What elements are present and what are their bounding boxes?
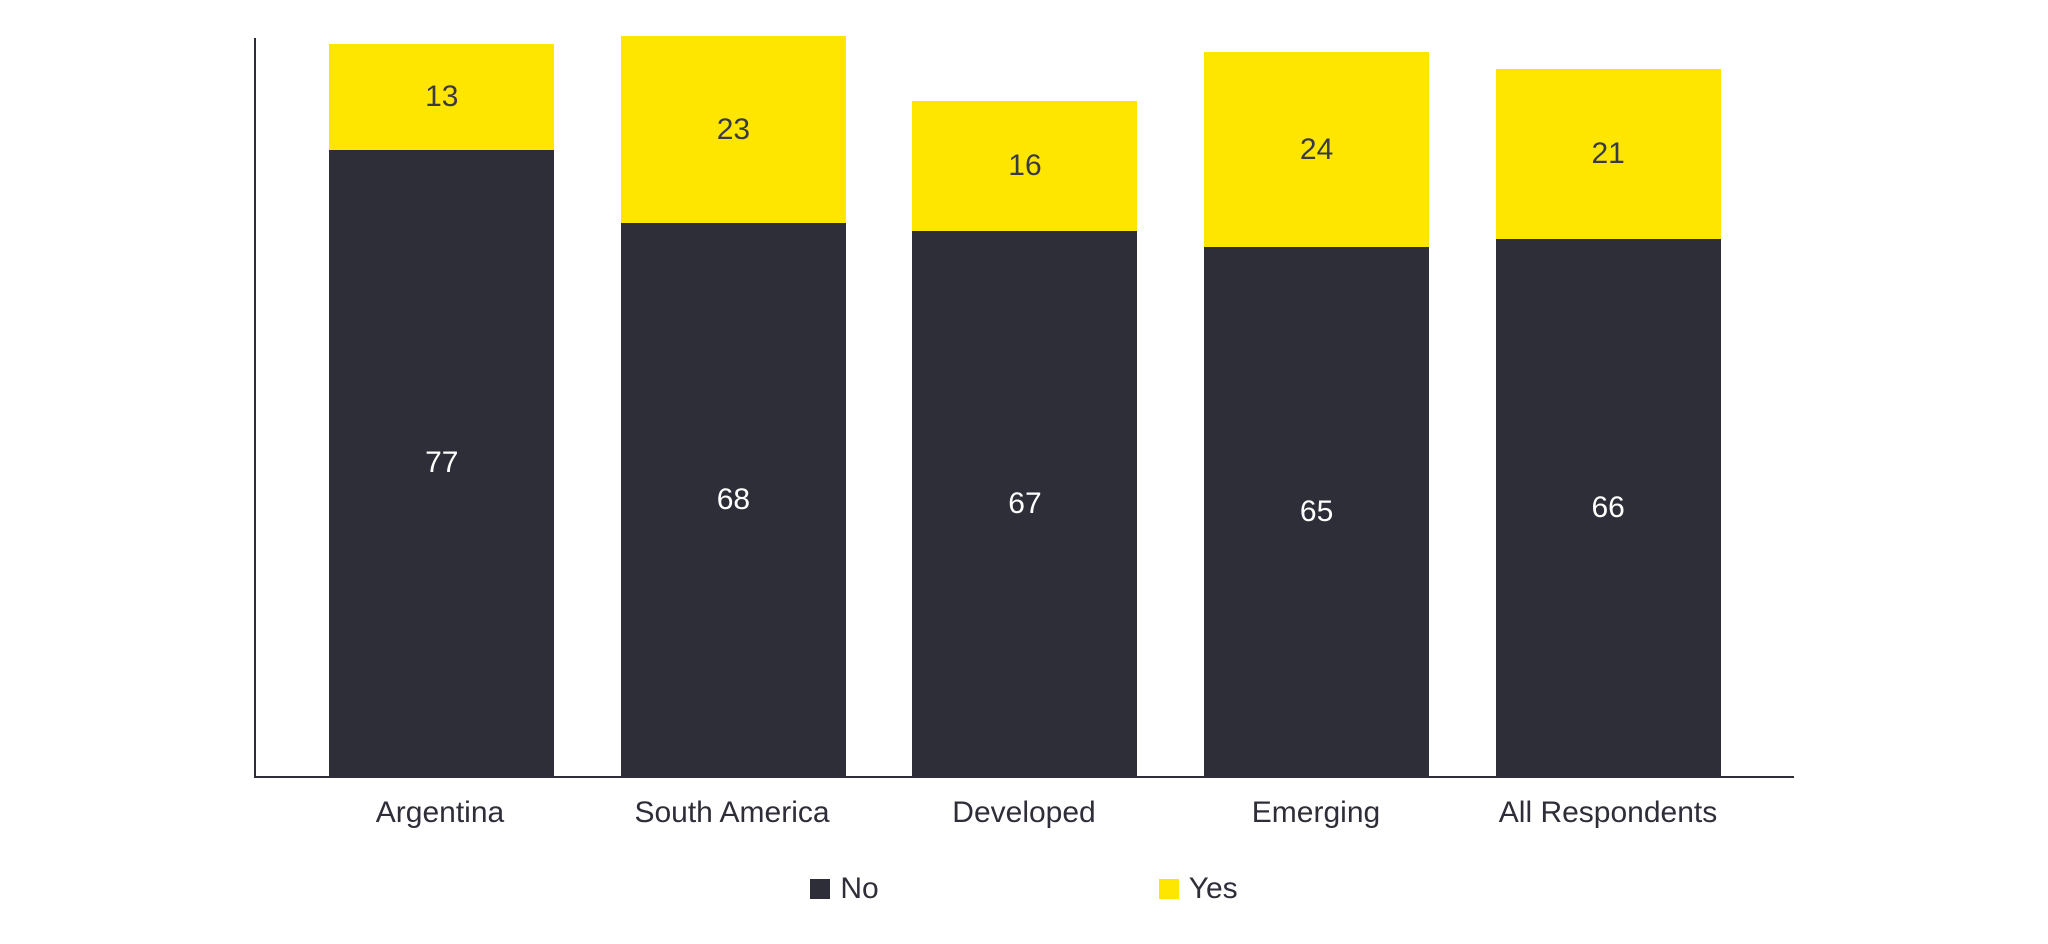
bar-slot: 68 23 <box>588 38 880 776</box>
legend: No Yes <box>254 872 1794 906</box>
segment-value: 65 <box>1300 495 1333 529</box>
x-axis-label: All Respondents <box>1462 796 1754 830</box>
stacked-bar-chart: 77 13 68 23 67 16 65 24 66 21 ArgentinaSouth Amer… <box>254 38 1794 906</box>
bar: 68 23 <box>621 36 846 776</box>
x-axis-label: South America <box>586 796 878 830</box>
plot-area: 77 13 68 23 67 16 65 24 66 21 <box>254 38 1794 778</box>
segment-value: 68 <box>717 483 750 517</box>
bar-slot: 66 21 <box>1462 38 1754 776</box>
bar-segment: 24 <box>1204 52 1429 247</box>
bar-segment: 66 <box>1496 239 1721 776</box>
bar: 66 21 <box>1496 69 1721 776</box>
segment-value: 23 <box>717 113 750 147</box>
segment-value: 24 <box>1300 133 1333 167</box>
legend-swatch <box>1159 879 1179 899</box>
bar-slot: 67 16 <box>879 38 1171 776</box>
x-axis-label: Emerging <box>1170 796 1462 830</box>
segment-value: 77 <box>425 446 458 480</box>
segment-value: 67 <box>1008 487 1041 521</box>
bar-slot: 65 24 <box>1171 38 1463 776</box>
bar-segment: 68 <box>621 223 846 776</box>
bar: 65 24 <box>1204 52 1429 776</box>
segment-value: 16 <box>1008 149 1041 183</box>
x-axis-label: Developed <box>878 796 1170 830</box>
bar-segment: 13 <box>329 44 554 150</box>
legend-label: Yes <box>1189 872 1238 906</box>
segment-value: 13 <box>425 80 458 114</box>
bar-slot: 77 13 <box>296 38 588 776</box>
legend-item: No <box>810 872 878 906</box>
bar-segment: 23 <box>621 36 846 223</box>
bar-segment: 67 <box>912 231 1137 776</box>
bar-segment: 16 <box>912 101 1137 231</box>
x-axis-label: Argentina <box>294 796 586 830</box>
legend-swatch <box>810 879 830 899</box>
bar: 77 13 <box>329 44 554 776</box>
bar-segment: 21 <box>1496 69 1721 240</box>
bar: 67 16 <box>912 101 1137 776</box>
segment-value: 21 <box>1591 137 1624 171</box>
segment-value: 66 <box>1591 491 1624 525</box>
bar-segment: 77 <box>329 150 554 776</box>
legend-item: Yes <box>1159 872 1238 906</box>
legend-label: No <box>840 872 878 906</box>
x-axis-labels: ArgentinaSouth AmericaDevelopedEmergingA… <box>254 778 1794 830</box>
bar-segment: 65 <box>1204 247 1429 776</box>
